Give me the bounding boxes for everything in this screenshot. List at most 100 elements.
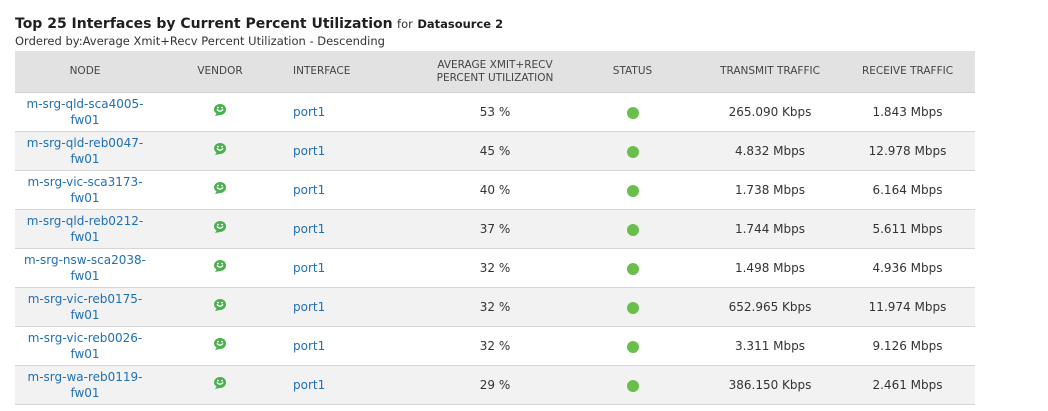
utilization-cell: 53 %: [425, 92, 565, 132]
node-cell: m-srg-qld-reb0047- fw01: [15, 131, 155, 171]
node-name-line1: m-srg-wa-reb0119-: [27, 370, 143, 384]
node-name-line1: m-srg-vic-sca3173-: [27, 175, 143, 189]
status-cell: [565, 248, 700, 288]
column-header-receive[interactable]: RECEIVE TRAFFIC: [840, 51, 975, 93]
fortinet-vendor-icon: [212, 180, 228, 200]
column-header-interface[interactable]: INTERFACE: [285, 51, 425, 93]
fortinet-vendor-icon: [212, 375, 228, 395]
status-up-icon: [626, 106, 639, 119]
utilization-cell: 32 %: [425, 326, 565, 366]
fortinet-vendor-icon: [212, 258, 228, 278]
interface-link[interactable]: port1: [293, 105, 326, 119]
node-cell: m-srg-vic-sca3173- fw01: [15, 170, 155, 210]
interface-link[interactable]: port1: [293, 300, 326, 314]
interface-cell: port1: [285, 131, 425, 171]
node-link[interactable]: m-srg-qld-sca4005- fw01: [20, 96, 150, 128]
vendor-cell: [155, 209, 285, 249]
node-cell: m-srg-qld-reb0212- fw01: [15, 209, 155, 249]
report-header: Top 25 Interfaces by Current Percent Uti…: [15, 14, 503, 49]
status-up-icon: [626, 262, 639, 275]
table-row: m-srg-qld-reb0047- fw01 port1 45 % 4.832…: [15, 131, 975, 171]
vendor-cell: [155, 92, 285, 132]
transmit-traffic-cell: 4.832 Mbps: [700, 131, 840, 171]
datasource-name: Datasource 2: [417, 17, 504, 31]
table-row: m-srg-vic-reb0175- fw01 port1 32 % 652.9…: [15, 287, 975, 327]
for-label: for: [397, 17, 413, 31]
receive-traffic-cell: 2.461 Mbps: [840, 365, 975, 405]
interface-cell: port1: [285, 209, 425, 249]
transmit-traffic-cell: 1.744 Mbps: [700, 209, 840, 249]
node-name-line2: fw01: [70, 386, 100, 400]
node-cell: m-srg-nsw-sca2038- fw01: [15, 248, 155, 288]
vendor-cell: [155, 131, 285, 171]
node-name-line2: fw01: [70, 269, 100, 283]
receive-traffic-cell: 11.974 Mbps: [840, 287, 975, 327]
column-header-transmit[interactable]: TRANSMIT TRAFFIC: [700, 51, 840, 93]
node-cell: m-srg-qld-sca4005- fw01: [15, 92, 155, 132]
column-header-vendor[interactable]: VENDOR: [155, 51, 285, 93]
interface-cell: port1: [285, 170, 425, 210]
node-link[interactable]: m-srg-vic-reb0026- fw01: [20, 330, 150, 362]
status-cell: [565, 131, 700, 171]
column-header-node[interactable]: NODE: [15, 51, 155, 93]
interface-link[interactable]: port1: [293, 378, 326, 392]
interface-cell: port1: [285, 326, 425, 366]
fortinet-vendor-icon: [212, 336, 228, 356]
node-name-line1: m-srg-qld-reb0047-: [26, 136, 144, 150]
column-header-utilization-line1: AVERAGE XMIT+RECV: [437, 58, 553, 71]
vendor-cell: [155, 365, 285, 405]
column-header-status[interactable]: STATUS: [565, 51, 700, 93]
status-up-icon: [626, 301, 639, 314]
transmit-traffic-cell: 3.311 Mbps: [700, 326, 840, 366]
utilization-cell: 32 %: [425, 287, 565, 327]
vendor-cell: [155, 326, 285, 366]
interface-cell: port1: [285, 248, 425, 288]
node-link[interactable]: m-srg-qld-reb0047- fw01: [20, 135, 150, 167]
transmit-traffic-cell: 1.498 Mbps: [700, 248, 840, 288]
interfaces-table: NODE VENDOR INTERFACE AVERAGE XMIT+RECV …: [15, 51, 975, 405]
table-row: m-srg-nsw-sca2038- fw01 port1 32 % 1.498…: [15, 248, 975, 288]
node-link[interactable]: m-srg-wa-reb0119- fw01: [20, 369, 150, 401]
node-cell: m-srg-wa-reb0119- fw01: [15, 365, 155, 405]
fortinet-vendor-icon: [212, 219, 228, 239]
table-header-row: NODE VENDOR INTERFACE AVERAGE XMIT+RECV …: [15, 51, 975, 93]
vendor-cell: [155, 170, 285, 210]
node-name-line2: fw01: [70, 152, 100, 166]
status-cell: [565, 365, 700, 405]
status-up-icon: [626, 379, 639, 392]
sort-order-description: Ordered by:Average Xmit+Recv Percent Uti…: [15, 34, 385, 48]
table-row: m-srg-qld-sca4005- fw01 port1 53 % 265.0…: [15, 92, 975, 132]
interface-link[interactable]: port1: [293, 144, 326, 158]
fortinet-vendor-icon: [212, 141, 228, 161]
table-row: m-srg-vic-sca3173- fw01 port1 40 % 1.738…: [15, 170, 975, 210]
status-up-icon: [626, 145, 639, 158]
node-name-line1: m-srg-vic-reb0175-: [27, 292, 143, 306]
node-name-line1: m-srg-qld-sca4005-: [26, 97, 144, 111]
node-link[interactable]: m-srg-vic-sca3173- fw01: [20, 174, 150, 206]
receive-traffic-cell: 5.611 Mbps: [840, 209, 975, 249]
column-header-utilization-line2: PERCENT UTILIZATION: [436, 71, 554, 84]
utilization-cell: 45 %: [425, 131, 565, 171]
receive-traffic-cell: 4.936 Mbps: [840, 248, 975, 288]
node-link[interactable]: m-srg-vic-reb0175- fw01: [20, 291, 150, 323]
report-title-line: Top 25 Interfaces by Current Percent Uti…: [15, 14, 503, 34]
utilization-cell: 40 %: [425, 170, 565, 210]
interface-link[interactable]: port1: [293, 261, 326, 275]
node-name-line1: m-srg-vic-reb0026-: [27, 331, 143, 345]
receive-traffic-cell: 6.164 Mbps: [840, 170, 975, 210]
node-link[interactable]: m-srg-qld-reb0212- fw01: [20, 213, 150, 245]
column-header-utilization[interactable]: AVERAGE XMIT+RECV PERCENT UTILIZATION: [425, 51, 565, 93]
interface-link[interactable]: port1: [293, 339, 326, 353]
interface-link[interactable]: port1: [293, 183, 326, 197]
node-link[interactable]: m-srg-nsw-sca2038- fw01: [20, 252, 150, 284]
receive-traffic-cell: 9.126 Mbps: [840, 326, 975, 366]
utilization-cell: 32 %: [425, 248, 565, 288]
status-cell: [565, 287, 700, 327]
status-cell: [565, 92, 700, 132]
interface-link[interactable]: port1: [293, 222, 326, 236]
interface-cell: port1: [285, 92, 425, 132]
fortinet-vendor-icon: [212, 102, 228, 122]
node-name-line2: fw01: [70, 347, 100, 361]
utilization-cell: 37 %: [425, 209, 565, 249]
table-body: m-srg-qld-sca4005- fw01 port1 53 % 265.0…: [15, 92, 975, 405]
